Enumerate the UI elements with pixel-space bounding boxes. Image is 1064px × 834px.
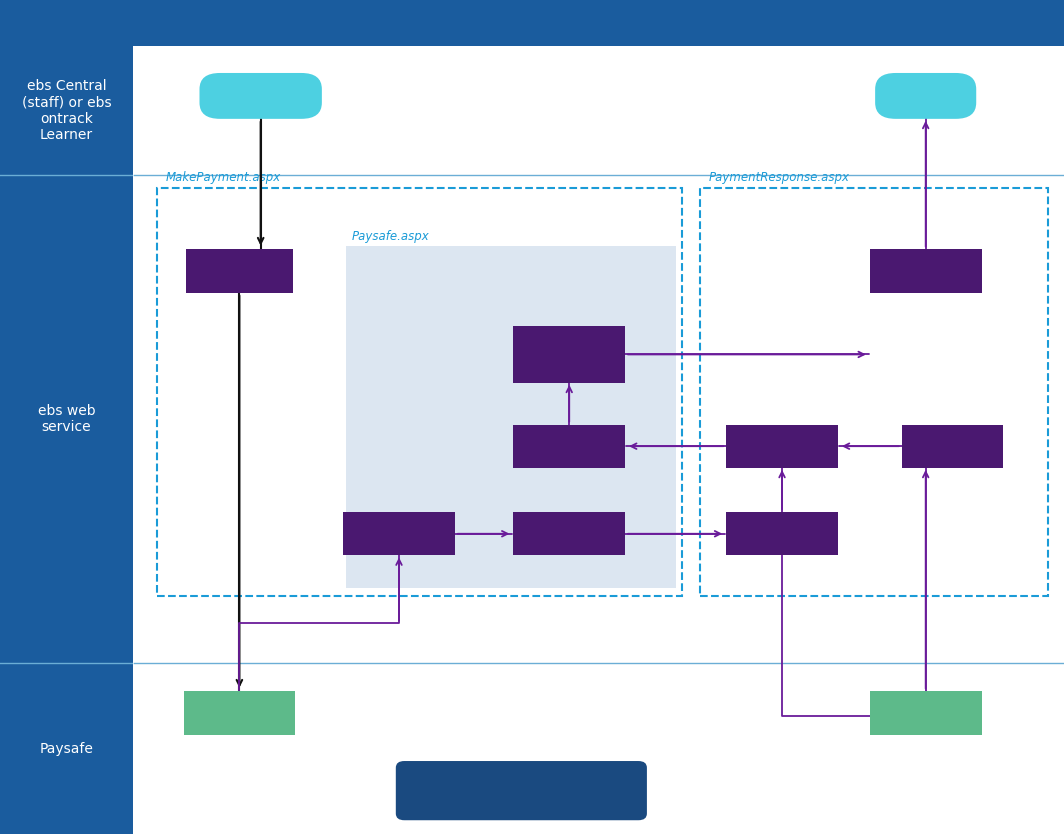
FancyBboxPatch shape [875, 73, 977, 118]
Text: Show Fail/Success
Screen: Show Fail/Success Screen [520, 435, 618, 457]
Text: Take Payment
Details From User: Take Payment Details From User [351, 523, 447, 545]
Bar [133, 46, 1064, 834]
Bar [343, 512, 454, 555]
Bar [870, 691, 981, 735]
Text: Process Payment
Result: Process Payment Result [907, 435, 998, 457]
Text: Redirect User
Back To Payment
Response: Redirect User Back To Payment Response [523, 338, 615, 371]
Text: Report Payment
Result: Report Payment Result [738, 435, 826, 457]
Text: Payment
Processed: Payment Processed [898, 85, 953, 107]
FancyBboxPatch shape [396, 761, 647, 821]
Text: Start Payment: Start Payment [221, 91, 300, 101]
Bar [346, 246, 676, 588]
Bar [0, 0, 1064, 46]
Bar [726, 425, 838, 468]
Bar [157, 188, 682, 596]
Text: Paysafe: Paysafe [13, 11, 116, 35]
Bar [0, 663, 133, 834]
Bar [901, 425, 1002, 468]
Text: Return Payment
Verfication: Return Payment Verfication [882, 702, 969, 724]
Bar [513, 512, 626, 555]
Bar [513, 425, 626, 468]
Text: ebs web
service: ebs web service [37, 404, 96, 435]
Bar [0, 175, 133, 663]
Text: Iframe integrated with Paysafe checkout
complies with PCI SAQ-A: Iframe integrated with Paysafe checkout … [411, 780, 632, 801]
Text: Paysafe: Paysafe [39, 741, 94, 756]
Text: Send Details: Send Details [205, 266, 273, 276]
Text: Paysafe.aspx: Paysafe.aspx [352, 229, 430, 243]
FancyBboxPatch shape [200, 73, 321, 118]
Bar [870, 249, 981, 293]
Text: PaymentResponse.aspx: PaymentResponse.aspx [709, 171, 850, 184]
Bar [700, 188, 1048, 596]
Bar [0, 46, 133, 175]
Bar [184, 691, 296, 735]
Bar [726, 512, 838, 555]
Text: ebs Central
(staff) or ebs
ontrack
Learner: ebs Central (staff) or ebs ontrack Learn… [21, 79, 112, 142]
Text: Verify Payment
Details: Verify Payment Details [741, 523, 824, 545]
Text: Redirect User
Back to ebs: Redirect User Back to ebs [888, 260, 963, 282]
Bar [186, 249, 293, 293]
Text: Creates Payment
IFrame: Creates Payment IFrame [193, 702, 286, 724]
Text: MakePayment.aspx: MakePayment.aspx [166, 171, 281, 184]
Text: Send Details From
IFrame: Send Details From IFrame [519, 523, 619, 545]
Bar [513, 326, 626, 383]
